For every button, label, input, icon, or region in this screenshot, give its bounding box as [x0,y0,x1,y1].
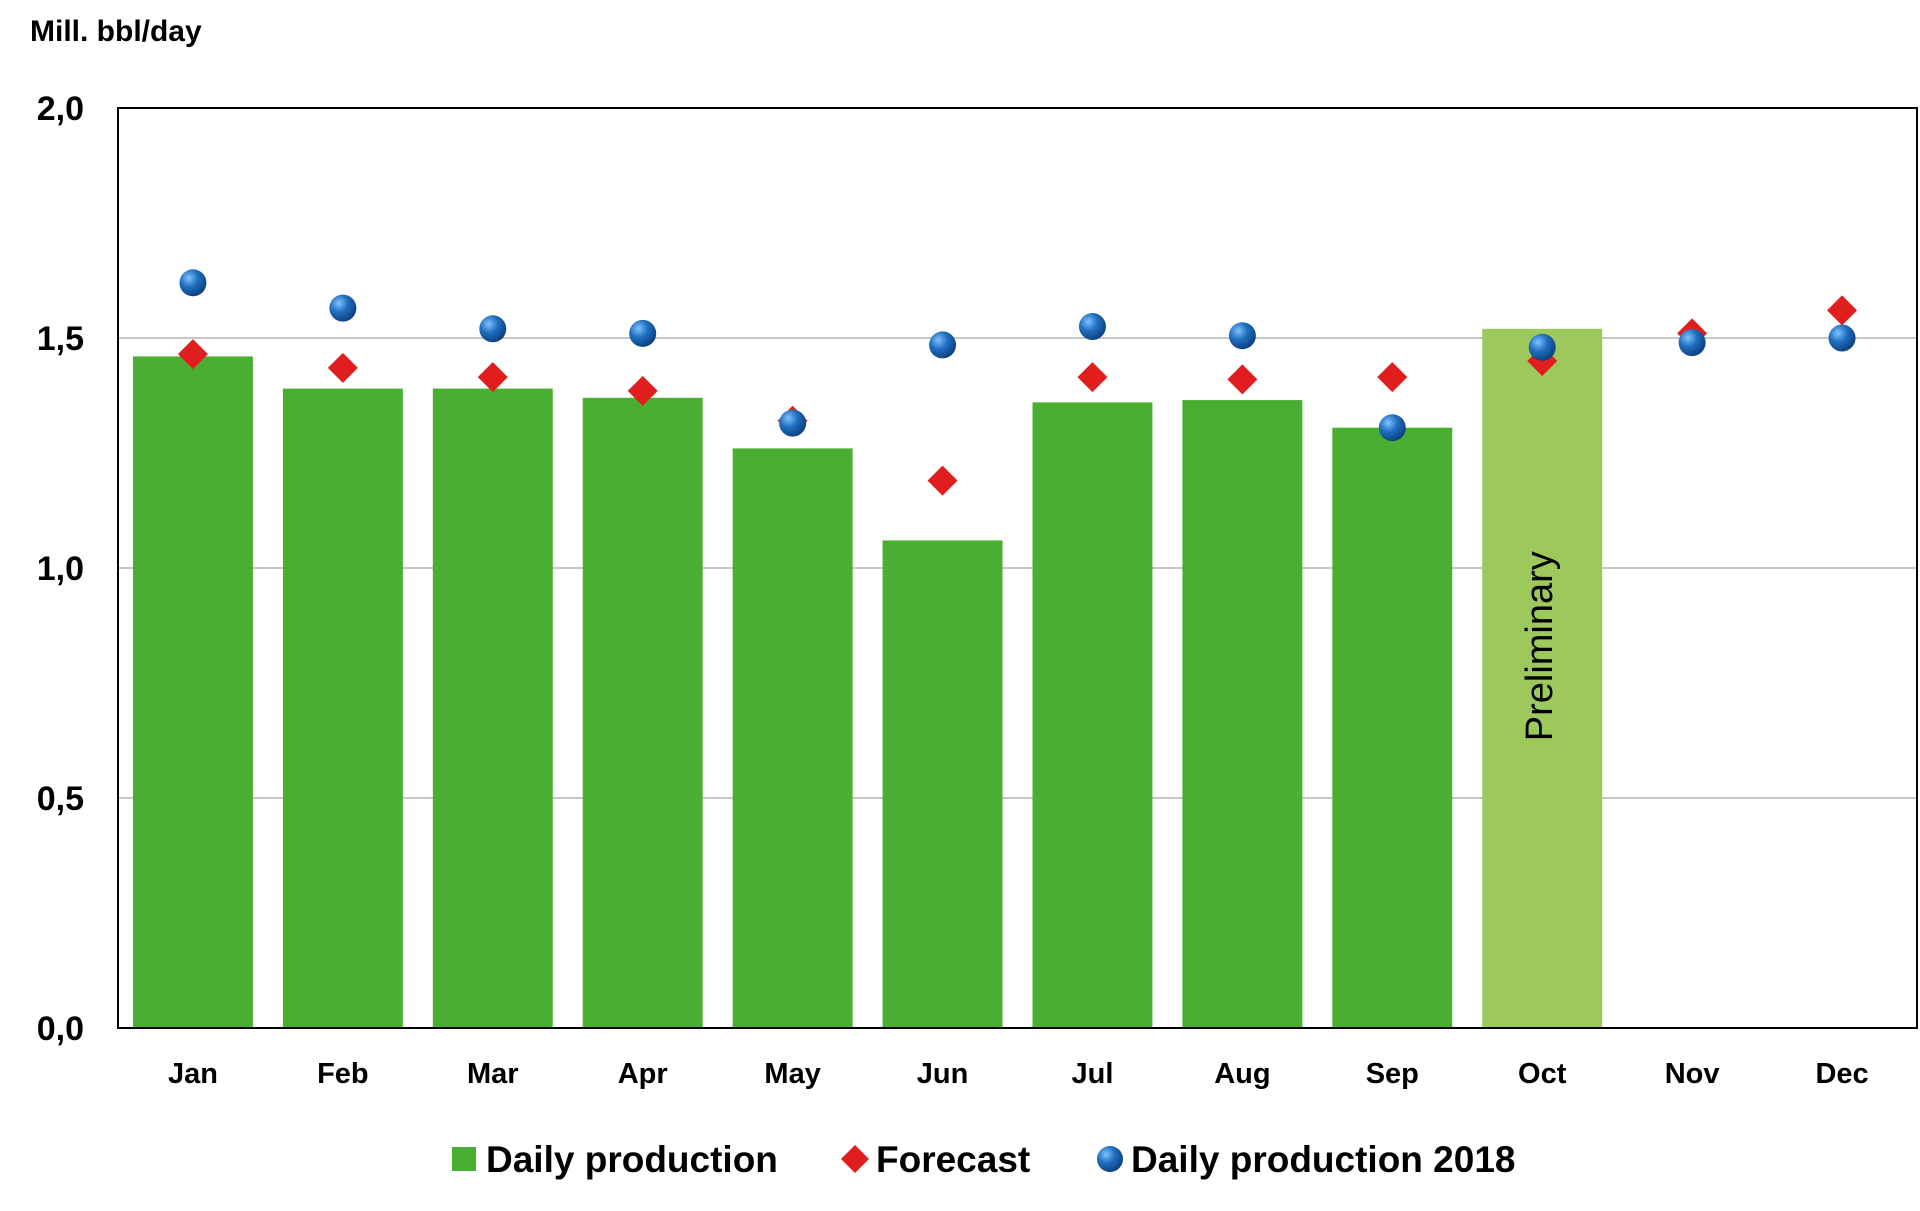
x-tick-label: May [764,1058,820,1090]
bar [582,397,703,1028]
production-2018-marker [1078,313,1106,340]
y-tick-label: 0,0 [37,1010,84,1048]
y-tick-label: 0,5 [37,780,84,818]
y-tick-labels: 0,0 0,5 1,0 1,5 2,0 [37,90,84,1048]
bar [882,540,1003,1028]
x-tick-label: Aug [1214,1058,1270,1090]
production-2018-marker [629,319,657,347]
forecast-marker [327,352,358,383]
forecast-marker [927,465,958,496]
forecast-marker [1377,362,1408,393]
x-tick-label: Nov [1665,1058,1720,1090]
forecast-marker [1227,364,1258,395]
x-tick-label: Sep [1366,1058,1419,1090]
legend-swatch [841,1145,869,1173]
bar [132,356,253,1028]
production-2018-marker [1828,324,1856,352]
bar [732,448,853,1028]
x-tick-label: Dec [1815,1058,1868,1090]
production-2018-marker [179,269,207,297]
markers [177,269,1858,496]
forecast-marker [1827,295,1858,326]
x-tick-label: Jan [168,1058,218,1090]
bar [1182,400,1303,1029]
production-2018-marker [1528,333,1556,361]
production-2018-marker [329,294,357,322]
x-tick-label: Oct [1518,1058,1567,1090]
y-tick-label: 1,5 [37,320,84,358]
annotation-label: Preliminary [1519,551,1561,741]
y-unit-label: Mill. bbl/day [30,15,202,48]
x-tick-label: Jul [1072,1058,1114,1090]
legend-label: Daily production [486,1139,778,1180]
production-2018-marker [779,409,807,437]
forecast-marker [1077,362,1108,393]
gridlines [118,337,1917,799]
x-tick-label: Jun [917,1058,969,1090]
production-2018-marker [929,331,957,359]
production-2018-marker [1378,414,1406,442]
forecast-marker [477,362,508,393]
x-tick-labels: Jan Feb Mar Apr May Jun Jul Aug Sep Oct Nov Dec [168,1058,1869,1090]
legend-label: Forecast [876,1139,1030,1180]
bar [1332,427,1453,1028]
annotations: Preliminary [1519,551,1561,741]
y-tick-label: 1,0 [37,550,84,588]
forecast-marker [627,375,658,406]
y-tick-label: 2,0 [37,90,84,128]
bar [282,388,403,1029]
forecast-marker [177,339,208,370]
x-tick-label: Mar [467,1058,519,1090]
legend-label: Daily production 2018 [1131,1139,1516,1180]
production-2018-marker [1678,329,1706,357]
legend: Daily production Forecast Daily production… [452,1139,1516,1180]
legend-swatch [1097,1146,1123,1172]
production-2018-marker [479,315,507,343]
bar-preliminary [1482,328,1603,1028]
legend-swatch [452,1147,476,1171]
bar [1032,402,1153,1028]
plot-frame [117,107,1918,1029]
production-2018-marker [1228,322,1256,350]
x-tick-label: Feb [317,1058,369,1090]
bar [432,388,553,1029]
x-tick-label: Apr [618,1058,668,1090]
bars [132,328,1603,1029]
